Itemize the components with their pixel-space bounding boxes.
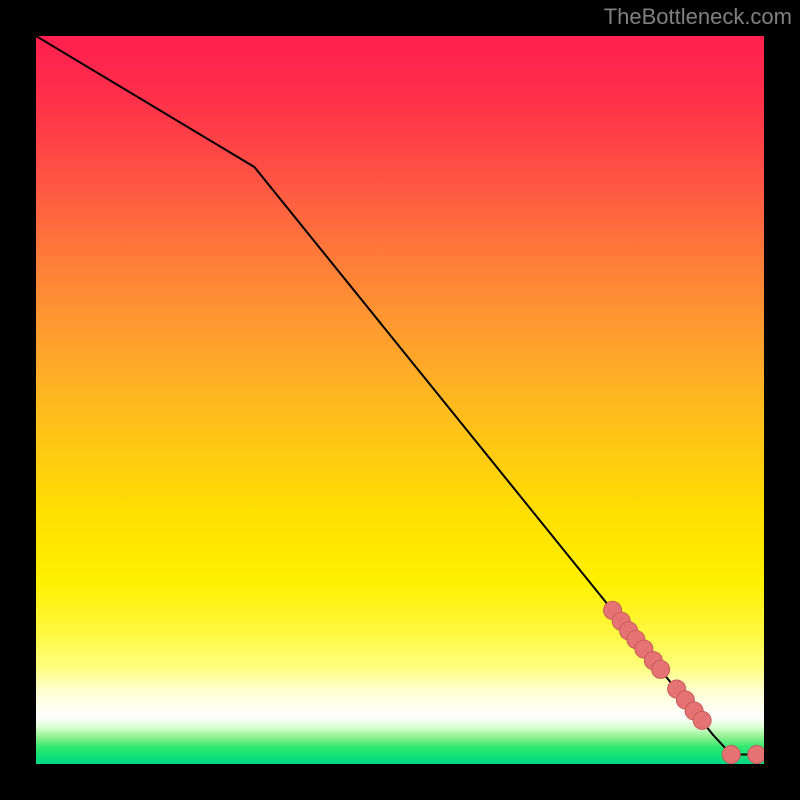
- data-marker: [748, 746, 764, 764]
- chart-outer: TheBottleneck.com: [0, 0, 800, 800]
- data-marker: [652, 660, 670, 678]
- chart-svg: [36, 36, 764, 764]
- data-marker: [693, 711, 711, 729]
- watermark-text: TheBottleneck.com: [604, 4, 792, 30]
- plot-area: [36, 36, 764, 764]
- data-marker: [722, 746, 740, 764]
